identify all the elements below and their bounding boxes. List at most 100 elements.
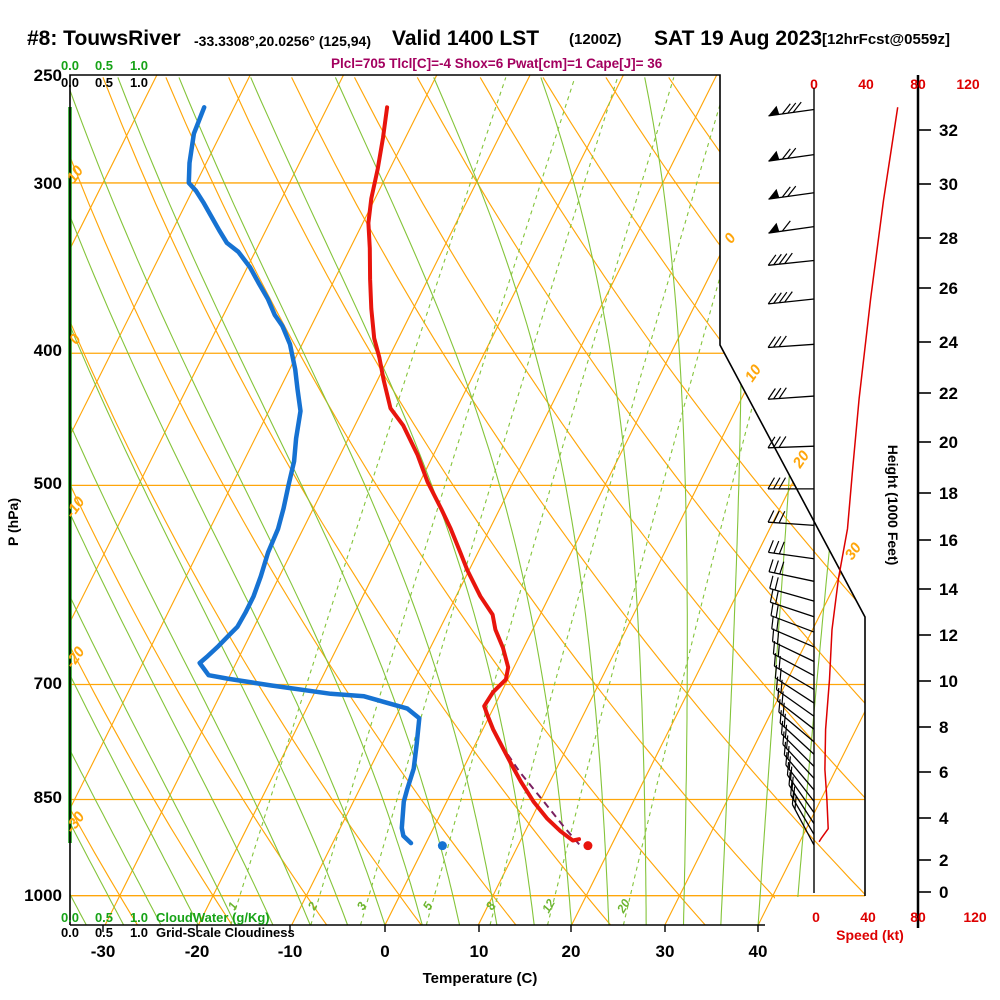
wind-barb-shaft bbox=[768, 395, 815, 400]
wind-barb-flag bbox=[768, 105, 780, 116]
pressure-tick-label: 400 bbox=[34, 341, 62, 360]
zulu-time: (1200Z) bbox=[569, 31, 622, 48]
wind-barb-feather bbox=[787, 102, 797, 114]
wind-barb-feather bbox=[784, 252, 793, 264]
wind-barb-feather bbox=[767, 540, 774, 553]
wind-barb-feather bbox=[781, 103, 791, 115]
wind-barb-feather bbox=[791, 791, 795, 805]
temperature-tick-label: 10 bbox=[470, 942, 489, 961]
station-title: #8: TouwsRiver bbox=[27, 27, 181, 50]
wind-barb-feather bbox=[772, 477, 781, 490]
wind-barb-feather bbox=[775, 604, 779, 618]
cloudiness-scale-label-bottom: 0.5 bbox=[95, 925, 113, 940]
wind-barb-feather bbox=[786, 762, 790, 776]
wind-barb-feather bbox=[787, 147, 797, 159]
speed-tick-label-bottom: 120 bbox=[963, 909, 987, 925]
height-tick-label: 18 bbox=[939, 484, 958, 503]
wind-barb-feather bbox=[773, 436, 781, 448]
wind-barb-feather bbox=[773, 387, 782, 400]
isotherm-label-diagonal: 10 bbox=[742, 361, 766, 385]
cloudwater-scale-label-bottom: 0.0 bbox=[61, 910, 79, 925]
moist-adiabat-line bbox=[794, 77, 865, 925]
wind-barb-feather bbox=[784, 724, 788, 738]
height-tick-label: 8 bbox=[939, 718, 948, 737]
dry-adiabat-line bbox=[353, 77, 865, 925]
wind-barb-feather bbox=[776, 617, 779, 632]
wind-barb-feather bbox=[791, 776, 794, 790]
wind-barb-feather bbox=[767, 388, 776, 400]
wind-barb-shaft bbox=[768, 153, 815, 162]
wind-barb-feather bbox=[794, 796, 797, 810]
moist-adiabat-line bbox=[70, 77, 199, 925]
moist-adiabat-line bbox=[70, 77, 237, 925]
temperature-curve bbox=[366, 105, 581, 843]
forecast-tag: [12hrFcst@0559z] bbox=[822, 31, 951, 48]
wind-barb-feather bbox=[783, 741, 787, 755]
wind-barb-shaft bbox=[790, 794, 815, 835]
wind-barb-feather bbox=[775, 676, 779, 690]
pressure-tick-label: 500 bbox=[34, 474, 62, 493]
isotherm-line bbox=[197, 75, 624, 925]
height-tick-label: 32 bbox=[939, 121, 958, 140]
dry-adiabat-line bbox=[102, 77, 612, 925]
wind-barb-shaft bbox=[786, 774, 815, 813]
isotherm-label-diagonal: 0 bbox=[721, 230, 740, 247]
cloudiness-scale-label-top: 0.5 bbox=[95, 75, 113, 90]
temperature-tick-label: 0 bbox=[380, 942, 389, 961]
isotherm-line bbox=[70, 75, 251, 925]
isotherm-label-diagonal: 20 bbox=[789, 447, 813, 472]
wind-barb-feather bbox=[774, 591, 779, 605]
wind-barb-shaft bbox=[768, 343, 815, 349]
wind-barb-feather bbox=[778, 511, 786, 524]
adiabat-label-left: -20 bbox=[62, 643, 89, 671]
wind-barb-feather bbox=[778, 541, 785, 555]
wind-barb-feather bbox=[778, 699, 781, 713]
wind-barb-feather bbox=[774, 665, 778, 679]
speed-tick-label-top: 40 bbox=[858, 76, 874, 92]
wind-barb-shaft bbox=[768, 521, 815, 527]
wind-barb-feather bbox=[777, 687, 780, 702]
adiabat-label-left: -10 bbox=[62, 493, 89, 521]
cloudwater-scale-label-top: 0.5 bbox=[95, 58, 113, 73]
station-coords: -33.3308°,20.0256° (125,94) bbox=[194, 33, 371, 49]
wind-barb-shaft bbox=[782, 743, 815, 779]
wind-barb-feather bbox=[778, 253, 788, 265]
isotherm-line bbox=[850, 75, 865, 925]
dry-adiabat-line bbox=[542, 77, 865, 925]
wind-barb-feather bbox=[782, 702, 785, 716]
temperature-axis-title: Temperature (C) bbox=[423, 970, 538, 987]
wind-barb-feather bbox=[785, 751, 788, 766]
wind-barb-feather bbox=[779, 710, 782, 724]
cloudwater-scale-label-top: 1.0 bbox=[130, 58, 148, 73]
wind-barb-feather bbox=[781, 691, 784, 705]
temperature-tick-label: -20 bbox=[185, 942, 210, 961]
wind-barb-feather bbox=[767, 292, 777, 305]
moist-adiabat-line bbox=[250, 77, 535, 925]
dry-adiabat-line bbox=[70, 77, 422, 925]
cloudiness-scale-label-bottom: 1.0 bbox=[130, 925, 148, 940]
wind-barb-feather bbox=[772, 640, 776, 655]
dry-adiabat-line bbox=[920, 77, 1000, 925]
wind-barb-flag bbox=[768, 222, 780, 234]
wind-barb-feather bbox=[781, 220, 791, 232]
speed-tick-label-top: 0 bbox=[810, 76, 818, 92]
adiabat-label-left: -30 bbox=[62, 808, 89, 836]
wind-barb-shaft bbox=[768, 551, 815, 560]
temperature-tick-label: -10 bbox=[278, 942, 303, 961]
isotherm-line bbox=[757, 75, 865, 925]
surface-dewpoint-dot bbox=[437, 841, 447, 851]
dry-adiabat-line bbox=[856, 77, 865, 925]
mixing-ratio-line bbox=[622, 77, 842, 925]
wind-barb-feather bbox=[768, 559, 774, 572]
dry-adiabat-line bbox=[416, 77, 865, 925]
temperature-tick-label: 40 bbox=[749, 942, 768, 961]
wind-barb-feather bbox=[773, 253, 782, 266]
height-axis-title: Height (1000 Feet) bbox=[885, 445, 901, 566]
pressure-tick-label: 300 bbox=[34, 174, 62, 193]
speed-tick-label-top: 80 bbox=[910, 76, 926, 92]
wind-barb-feather bbox=[790, 781, 793, 795]
cloudwater-scale-label-bottom: 1.0 bbox=[130, 910, 148, 925]
wind-barbs bbox=[767, 101, 815, 846]
